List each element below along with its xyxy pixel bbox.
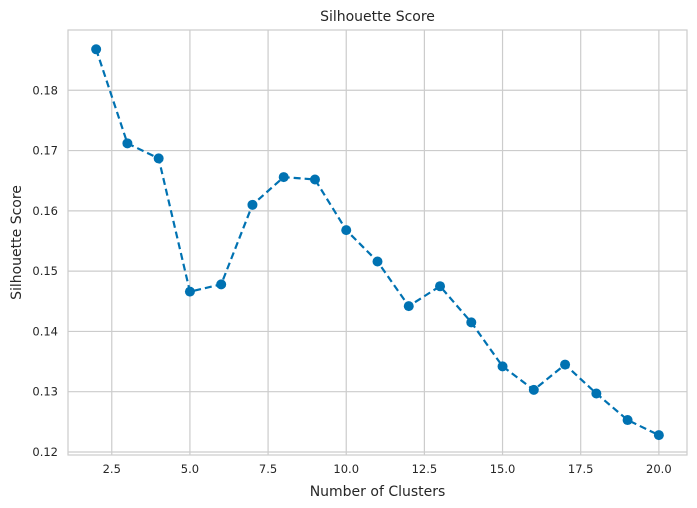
x-tick-label: 10.0 [333,462,359,476]
x-tick-label: 7.5 [259,462,277,476]
y-tick-label: 0.13 [32,385,58,399]
data-point [122,138,133,149]
data-point [466,317,477,328]
y-tick-label: 0.18 [32,83,58,97]
x-axis-ticks: 2.5 5.0 7.5 10.0 12.5 15.0 17.5 20.0 [103,462,672,476]
data-point [153,153,164,164]
data-point [216,279,227,290]
series-markers [91,44,664,441]
data-point [560,359,571,370]
data-point [591,388,602,399]
x-tick-label: 12.5 [412,462,438,476]
data-point [91,44,102,55]
data-point [309,174,320,185]
plot-area-frame [67,29,688,456]
data-point [247,199,258,210]
data-point [341,225,352,236]
x-axis-label: Number of Clusters [310,484,446,500]
y-tick-label: 0.16 [32,204,58,218]
y-tick-label: 0.14 [32,324,58,338]
data-point [435,281,446,292]
y-tick-label: 0.12 [32,445,58,459]
data-point [372,256,383,267]
x-tick-label: 17.5 [568,462,594,476]
grid [68,30,687,455]
data-point [184,286,195,297]
y-tick-label: 0.15 [32,264,58,278]
data-point [497,361,508,372]
x-tick-label: 15.0 [490,462,516,476]
y-axis-ticks: 0.12 0.13 0.14 0.15 0.16 0.17 0.18 [32,83,58,459]
x-tick-label: 5.0 [181,462,199,476]
data-point [528,384,539,395]
y-axis-label: Silhouette Score [9,185,25,300]
y-tick-label: 0.17 [32,144,58,158]
x-tick-label: 2.5 [103,462,121,476]
chart-title: Silhouette Score [320,9,435,25]
data-point [403,301,414,312]
data-point [653,430,664,441]
x-tick-label: 20.0 [646,462,672,476]
data-point [622,415,633,426]
data-point [278,172,289,183]
